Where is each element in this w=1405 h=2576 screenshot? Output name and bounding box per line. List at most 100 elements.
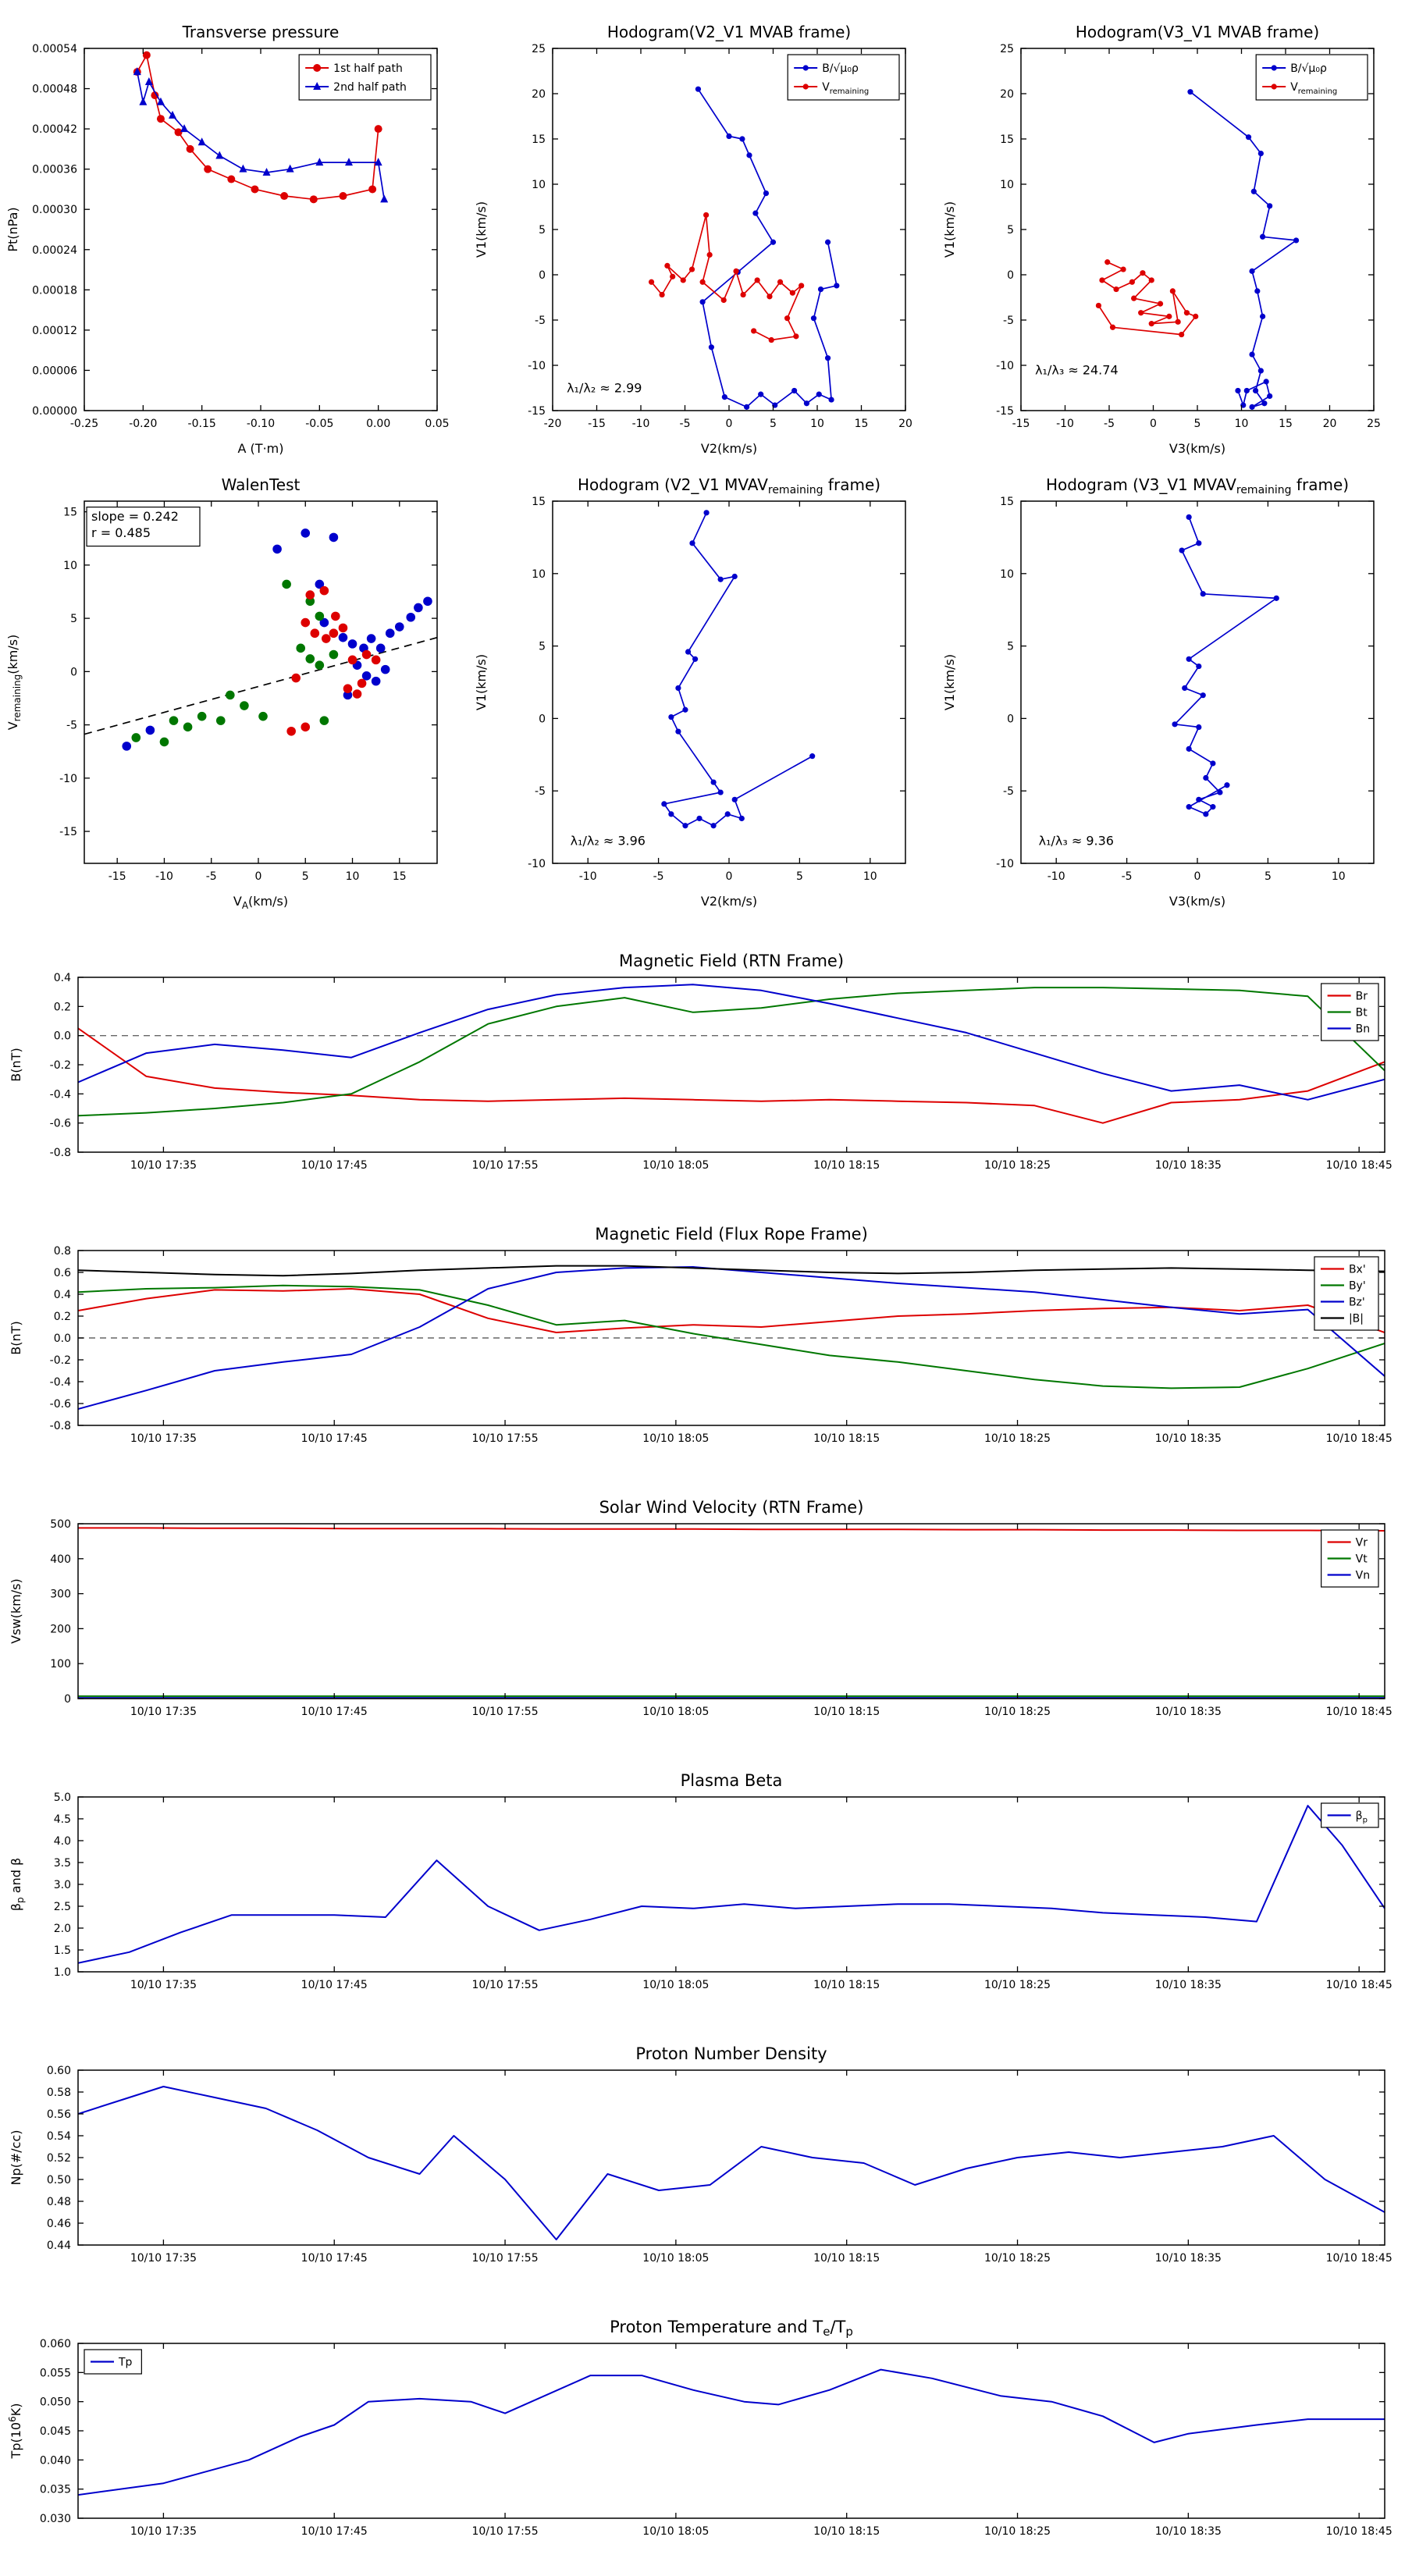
marker-dot xyxy=(1273,595,1279,601)
y-tick-label: 0.040 xyxy=(40,2454,71,2467)
y-tick-label: 0.00000 xyxy=(32,405,77,418)
marker-dot xyxy=(1257,368,1264,374)
x-tick-label: 5 xyxy=(1264,870,1272,883)
series-group xyxy=(648,86,840,410)
marker-dot xyxy=(682,706,688,713)
marker-dot xyxy=(1186,745,1192,752)
marker-dot xyxy=(670,273,676,279)
marker-dot xyxy=(675,728,681,735)
chart-svg: Hodogram(V3_V1 MVAB frame) -15 -10 -5 0 5 10 15… xyxy=(937,8,1405,461)
x-tick-label: -20 xyxy=(544,418,562,430)
chart-magnetic-field-rtn: Magnetic Field (RTN Frame) 10/10 17:35 10/… xyxy=(0,946,1405,1187)
y-tick-label: 10 xyxy=(532,179,546,191)
marker-triangle xyxy=(139,97,148,105)
marker-dot xyxy=(668,713,674,720)
y-tick-label: -0.8 xyxy=(50,1420,71,1432)
chart-background xyxy=(0,1493,1405,1733)
x-tick-label: -0.20 xyxy=(129,418,157,430)
marker-dot xyxy=(1203,774,1209,781)
marker-scatter-dot xyxy=(414,603,423,613)
y-tick-label: -0.2 xyxy=(50,1354,71,1367)
chart-svg: Magnetic Field (RTN Frame) 10/10 17:35 10/… xyxy=(0,946,1405,1187)
series-group xyxy=(78,1805,1385,1964)
x-tick-label: 10/10 17:45 xyxy=(301,2525,368,2538)
marker-dot xyxy=(1186,514,1192,521)
x-tick-label: 10/10 18:05 xyxy=(642,2252,709,2265)
marker-dot xyxy=(789,290,795,296)
x-tick-label: -0.25 xyxy=(70,418,98,430)
marker-dot xyxy=(1267,393,1273,400)
marker-dot xyxy=(1200,692,1206,699)
x-tick-label: -0.10 xyxy=(247,418,275,430)
y-tick-label: 0.060 xyxy=(40,2338,71,2350)
marker-scatter-dot xyxy=(361,649,372,660)
y-tick-label: 300 xyxy=(50,1589,71,1601)
y-tick-label: 15 xyxy=(1000,496,1014,508)
marker-scatter-dot xyxy=(122,742,132,751)
y-tick-label: -5 xyxy=(1003,315,1014,327)
marker-dot xyxy=(661,801,667,807)
marker-scatter-dot xyxy=(183,722,193,732)
marker-dot xyxy=(659,291,665,298)
marker-dot xyxy=(770,239,777,245)
y-tick-label: 0 xyxy=(1007,269,1014,282)
marker-dot xyxy=(717,576,724,582)
legend-label: Bt xyxy=(1356,1007,1368,1019)
marker-scatter-dot xyxy=(366,634,376,643)
y-tick-label: -10 xyxy=(528,360,546,372)
x-tick-label: 10/10 18:15 xyxy=(813,1979,880,1991)
x-tick-label: 10/10 17:55 xyxy=(471,1979,538,1991)
y-tick-label: -15 xyxy=(996,405,1014,418)
y-tick-label: 0.00024 xyxy=(32,244,77,257)
marker-dot xyxy=(1186,804,1192,810)
chart-title: Proton Temperature and Te/Tp xyxy=(610,2318,853,2339)
marker-scatter-dot xyxy=(352,689,362,699)
y-tick-label: 10 xyxy=(1000,179,1014,191)
x-tick-label: 10 xyxy=(1332,870,1346,883)
marker-scatter-dot xyxy=(282,579,291,589)
marker-dot xyxy=(1196,724,1202,731)
x-tick-label: 10/10 18:25 xyxy=(984,1706,1051,1718)
chart-background xyxy=(0,1766,1405,2006)
x-tick-label: -5 xyxy=(1104,418,1115,430)
marker-dot xyxy=(740,291,746,298)
y-tick-label: -0.2 xyxy=(50,1059,71,1072)
x-tick-label: 0 xyxy=(726,870,733,883)
marker-scatter-dot xyxy=(310,628,320,639)
marker-dot xyxy=(1271,65,1277,71)
x-tick-label: 20 xyxy=(898,418,912,430)
marker-dot xyxy=(834,283,840,289)
chart-svg: Magnetic Field (Flux Rope Frame) 10/10 17… xyxy=(0,1219,1405,1460)
y-tick-label: 15 xyxy=(63,507,77,519)
y-tick-label: 0.46 xyxy=(47,2218,71,2230)
chart-proton-temperature: Proton Temperature and Te/Tp 10/10 17:35 1… xyxy=(0,2312,1405,2553)
marker-scatter-dot xyxy=(291,673,301,683)
marker-dot xyxy=(799,283,805,289)
y-tick-label: 0.4 xyxy=(54,972,71,984)
marker-dot xyxy=(1263,379,1269,385)
x-tick-label: 0 xyxy=(1150,418,1157,430)
y-tick-label: 25 xyxy=(532,43,546,55)
marker-dot xyxy=(784,315,791,322)
marker-triangle xyxy=(239,164,247,173)
y-tick-label: -5 xyxy=(66,720,77,732)
chart-svg: Hodogram (V2_V1 MVAVremaining frame) -10 -… xyxy=(468,461,937,913)
marker-dot xyxy=(710,823,717,829)
marker-dot xyxy=(733,268,739,274)
axes-frame xyxy=(77,1523,1385,1699)
marker-dot xyxy=(1182,685,1188,692)
marker-circle xyxy=(174,128,183,137)
marker-circle xyxy=(227,175,236,183)
legend-label: Vr xyxy=(1356,1537,1368,1550)
marker-dot xyxy=(699,299,706,305)
y-tick-label: 0.030 xyxy=(40,2513,71,2525)
series-group xyxy=(1095,89,1300,410)
y-tick-label: -10 xyxy=(59,773,77,785)
x-tick-label: 10/10 17:45 xyxy=(301,1159,368,1172)
series-Bn xyxy=(78,984,1385,1101)
marker-dot xyxy=(746,152,752,158)
marker-dot xyxy=(1260,233,1266,240)
x-tick-label: -10 xyxy=(1056,418,1074,430)
marker-scatter-dot xyxy=(305,596,315,607)
marker-circle xyxy=(339,192,347,201)
